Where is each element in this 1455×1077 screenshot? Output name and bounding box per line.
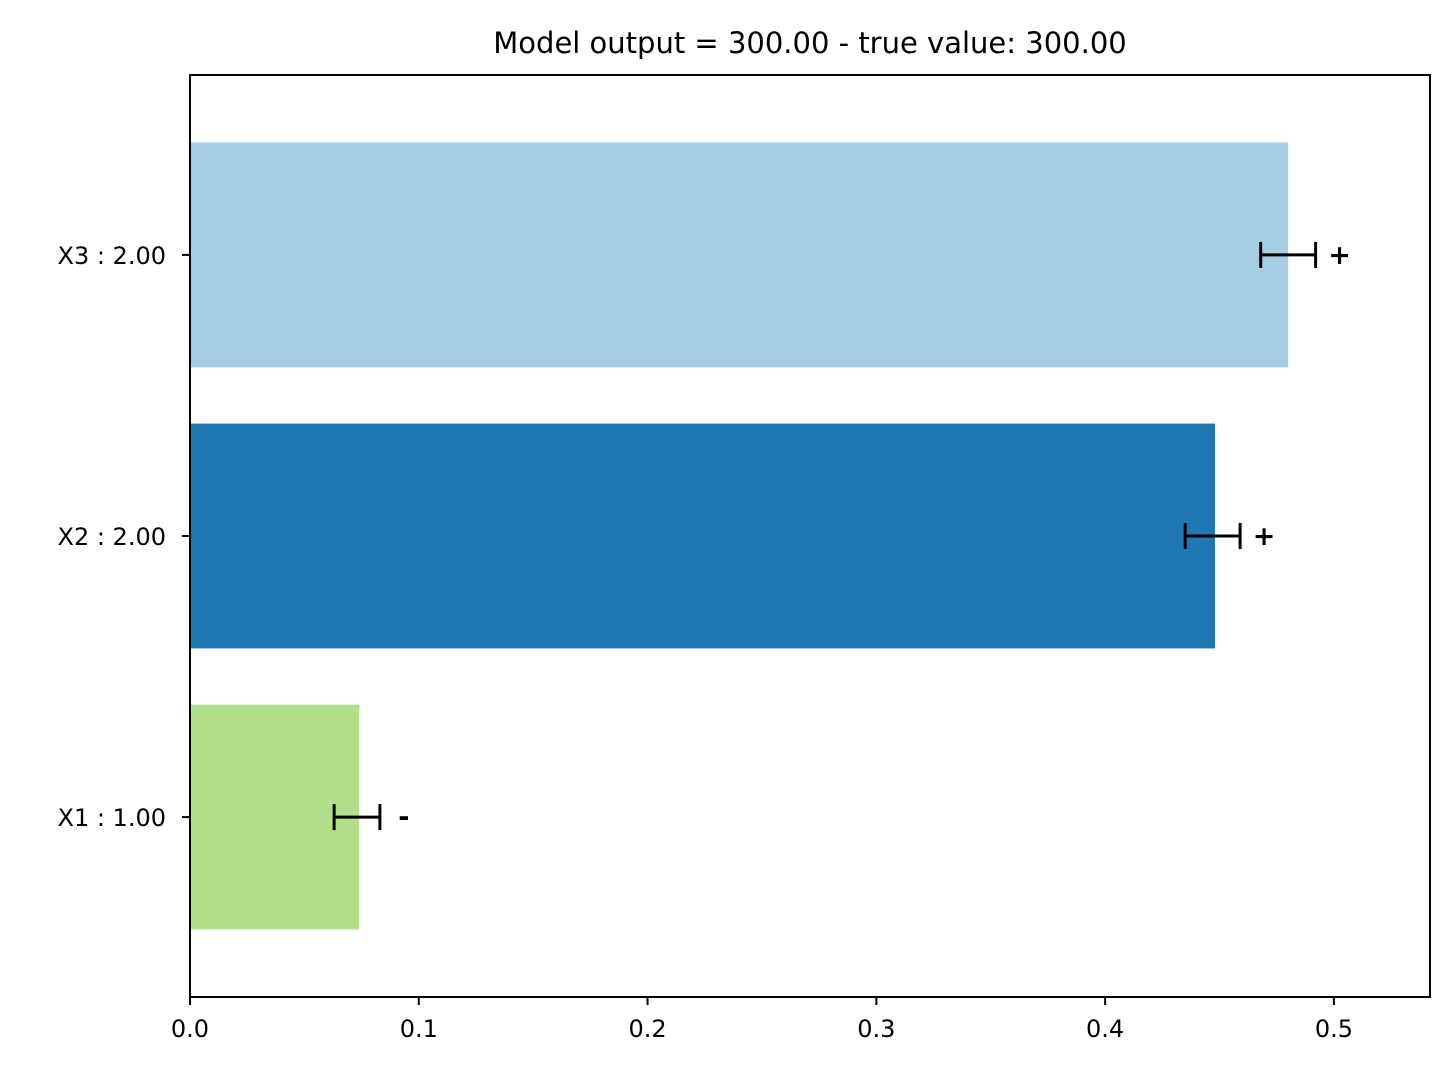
sign-label-1: - [398,802,409,833]
error-bars-layer [332,241,1318,831]
chart-title: Model output = 300.00 - true value: 300.… [493,26,1126,60]
x-tick-label-1: 0.0 [171,1015,209,1043]
x-tick-label-4: 0.3 [857,1015,895,1043]
y-axis: X1 : 1.00 X2 : 2.00 X3 : 2.00 [58,242,190,832]
sign-label-3: + [1328,240,1351,271]
x-tick-label-5: 0.4 [1086,1015,1124,1043]
y-tick-label-3: X3 : 2.00 [58,242,167,270]
sign-label-2: + [1253,521,1276,552]
x-tick-label-2: 0.1 [400,1015,438,1043]
x-tick-label-6: 0.5 [1315,1015,1353,1043]
bar-2 [190,423,1215,649]
y-tick-label-2: X2 : 2.00 [58,523,167,551]
y-tick-label-1: X1 : 1.00 [58,804,167,832]
bars-layer [190,142,1289,930]
x-tick-label-3: 0.2 [628,1015,666,1043]
sign-labels-layer: - + + [398,240,1351,833]
bar-3 [190,142,1289,368]
bar-1 [190,704,360,930]
x-axis: 0.0 0.1 0.2 0.3 0.4 0.5 [171,997,1353,1043]
